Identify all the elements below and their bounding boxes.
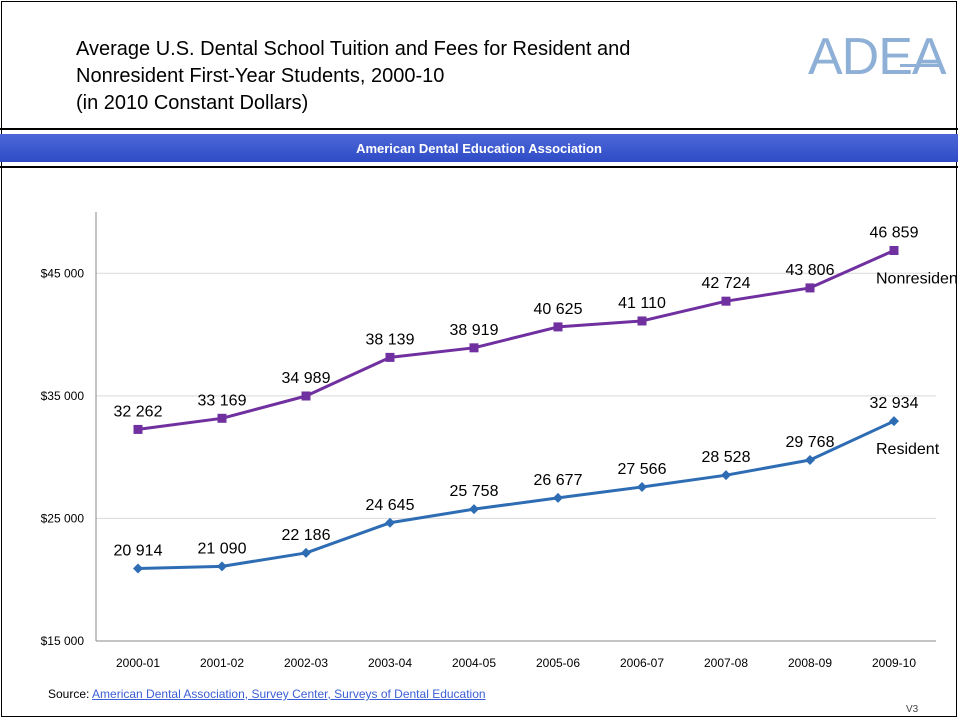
data-point [637,481,647,492]
x-tick-label: 2001-02 [200,656,244,670]
data-point [889,416,899,427]
data-label: 20 914 [114,543,163,560]
data-label: 29 768 [786,434,835,451]
data-label: 27 566 [618,461,667,478]
data-label: 40 625 [534,301,583,318]
x-tick-label: 2006-07 [620,656,664,670]
logo-underline [900,64,940,67]
data-point [217,561,227,572]
chart-title: Average U.S. Dental School Tuition and F… [76,36,776,117]
title-line-3: (in 2010 Constant Dollars) [76,92,309,114]
data-point [133,563,143,574]
data-label: 32 262 [114,403,163,420]
data-point [469,343,479,353]
data-label: 33 169 [198,392,247,409]
data-label: 22 186 [282,527,331,544]
data-label: 43 806 [786,262,835,279]
data-point [385,517,395,528]
series-line-resident [137,419,895,571]
series-label-nonresident: Nonresident [876,270,958,287]
organization-banner: American Dental Education Association [0,134,958,162]
data-point [301,391,311,401]
y-tick-label: $45 000 [41,266,85,280]
data-point [217,413,227,423]
y-tick-label: $15 000 [41,634,85,648]
series-label-resident: Resident [876,441,940,458]
data-label: 41 110 [618,295,666,312]
banner-rule [0,166,958,168]
data-label: 38 139 [366,331,415,348]
x-tick-label: 2000-01 [116,656,160,670]
data-point [805,454,815,465]
data-label: 38 919 [450,322,499,339]
title-line-1: Average U.S. Dental School Tuition and F… [76,38,631,60]
data-point [889,245,899,255]
adea-logo: ADEA [808,28,947,86]
data-point [385,352,395,362]
source-label: Source: [48,687,90,701]
y-tick-label: $25 000 [41,511,85,525]
data-point [721,296,731,306]
source-link[interactable]: American Dental Association, Survey Cent… [92,687,486,701]
version-label: V3 [906,704,919,715]
data-label: 46 859 [870,224,919,241]
tuition-line-chart: $15 000 $25 000 $35 000 $45 000 2000-01 2001-… [41,212,958,670]
title-line-2: Nonresident First-Year Students, 2000-10 [76,65,445,87]
x-tick-label: 2004-05 [452,656,496,670]
y-tick-label: $35 000 [41,389,85,403]
header-rule [0,128,958,130]
data-point [553,322,563,332]
x-tick-label: 2002-03 [284,656,328,670]
x-tick-label: 2007-08 [704,656,748,670]
series-line-nonresident [137,249,895,431]
x-tick-label: 2005-06 [536,656,580,670]
data-label: 24 645 [366,497,415,514]
source-note: Source: American Dental Association, Sur… [48,687,486,701]
data-point [721,470,731,481]
x-tick-label: 2003-04 [368,656,412,670]
x-tick-label: 2008-09 [788,656,832,670]
data-point [133,424,143,434]
data-label: 28 528 [702,449,751,466]
data-label: 25 758 [450,483,499,500]
data-point [469,504,479,515]
data-label: 34 989 [282,370,331,387]
data-point [805,283,815,293]
data-point [301,547,311,558]
logo-text: ADEA [808,28,947,86]
data-label: 32 934 [870,395,919,412]
data-point [637,316,647,326]
x-tick-label: 2009-10 [872,656,916,670]
data-label: 21 090 [198,540,247,557]
data-label: 26 677 [534,472,583,489]
data-label: 42 724 [702,275,751,292]
data-point [553,492,563,503]
